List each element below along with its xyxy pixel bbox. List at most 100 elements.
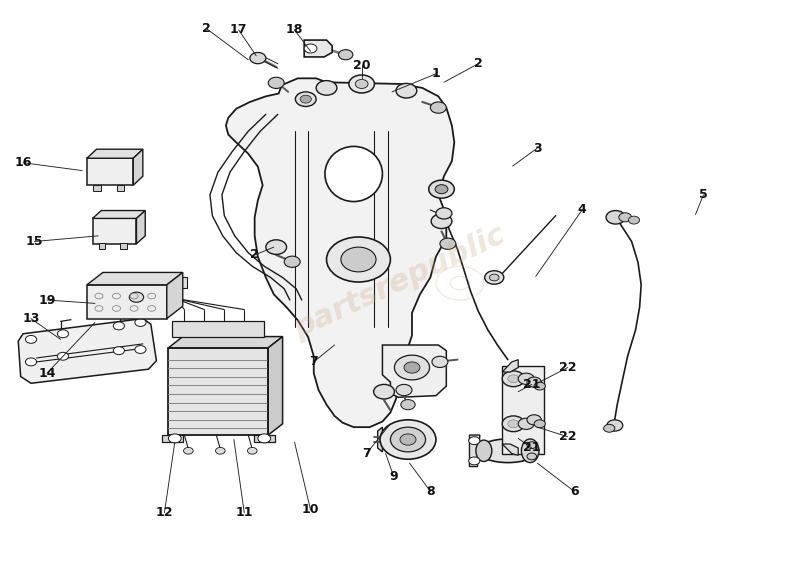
Polygon shape	[502, 444, 518, 455]
Circle shape	[534, 420, 546, 428]
Circle shape	[258, 434, 270, 443]
Circle shape	[502, 371, 525, 387]
Circle shape	[629, 216, 639, 224]
Circle shape	[250, 52, 266, 64]
Circle shape	[247, 447, 257, 454]
Text: 16: 16	[14, 156, 32, 169]
Polygon shape	[378, 427, 382, 452]
Text: 10: 10	[302, 503, 319, 517]
Circle shape	[268, 77, 284, 89]
Circle shape	[300, 95, 311, 103]
Polygon shape	[134, 149, 143, 185]
Circle shape	[606, 210, 626, 224]
Circle shape	[604, 424, 615, 432]
Polygon shape	[470, 435, 480, 466]
Circle shape	[169, 434, 181, 443]
Circle shape	[394, 355, 430, 380]
Text: 2: 2	[250, 249, 259, 262]
Polygon shape	[268, 337, 282, 435]
Bar	[87, 285, 167, 319]
Polygon shape	[18, 319, 157, 384]
Circle shape	[508, 375, 519, 383]
Bar	[121, 243, 127, 249]
Circle shape	[26, 358, 37, 366]
Ellipse shape	[478, 439, 538, 462]
Text: 13: 13	[22, 312, 40, 325]
Bar	[165, 277, 186, 288]
Polygon shape	[304, 40, 332, 57]
Circle shape	[135, 346, 146, 354]
Circle shape	[390, 427, 426, 452]
Circle shape	[518, 418, 534, 429]
Text: 19: 19	[38, 293, 56, 306]
Text: 2: 2	[202, 23, 211, 36]
Circle shape	[440, 238, 456, 249]
Text: 22: 22	[559, 361, 577, 374]
Circle shape	[508, 420, 519, 428]
Circle shape	[374, 385, 394, 399]
Text: 6: 6	[570, 485, 578, 498]
Text: partsrepublic: partsrepublic	[290, 220, 510, 344]
Text: 15: 15	[26, 235, 43, 248]
Text: 21: 21	[523, 378, 541, 391]
Polygon shape	[87, 149, 143, 158]
Bar	[87, 158, 134, 185]
Circle shape	[469, 457, 480, 465]
Bar	[99, 243, 106, 249]
Circle shape	[58, 330, 69, 338]
Ellipse shape	[522, 439, 539, 462]
Polygon shape	[137, 210, 146, 244]
Text: 21: 21	[523, 442, 541, 455]
Circle shape	[135, 319, 146, 327]
Circle shape	[355, 80, 368, 89]
Circle shape	[349, 75, 374, 93]
Circle shape	[284, 256, 300, 267]
Circle shape	[156, 276, 169, 285]
Text: 12: 12	[156, 506, 173, 519]
Circle shape	[26, 336, 37, 343]
Circle shape	[183, 447, 193, 454]
Circle shape	[130, 292, 144, 302]
Circle shape	[429, 180, 454, 198]
Circle shape	[502, 416, 525, 431]
Circle shape	[215, 447, 225, 454]
Circle shape	[316, 81, 337, 95]
Circle shape	[527, 377, 542, 387]
Text: 3: 3	[533, 142, 542, 155]
Circle shape	[341, 247, 376, 272]
Polygon shape	[93, 210, 146, 218]
Circle shape	[326, 237, 390, 282]
Bar	[93, 218, 137, 244]
Circle shape	[431, 214, 452, 228]
Polygon shape	[87, 272, 182, 285]
Text: 11: 11	[235, 506, 253, 519]
Circle shape	[518, 373, 534, 385]
Text: 7: 7	[362, 447, 371, 460]
Circle shape	[304, 44, 317, 53]
Ellipse shape	[325, 147, 382, 201]
Polygon shape	[167, 272, 182, 319]
Circle shape	[527, 453, 537, 460]
Circle shape	[295, 92, 316, 107]
Polygon shape	[254, 435, 274, 442]
Circle shape	[430, 102, 446, 113]
Text: 1: 1	[431, 67, 440, 80]
Circle shape	[396, 83, 417, 98]
Circle shape	[400, 434, 416, 445]
Text: 20: 20	[353, 59, 370, 72]
Bar	[172, 321, 264, 337]
Circle shape	[401, 399, 415, 409]
Circle shape	[396, 385, 412, 396]
Circle shape	[607, 420, 623, 431]
Circle shape	[380, 420, 436, 459]
Text: 18: 18	[286, 24, 303, 37]
Text: 17: 17	[230, 24, 247, 37]
Polygon shape	[502, 360, 518, 372]
Circle shape	[527, 415, 542, 425]
Text: 9: 9	[390, 470, 398, 483]
Polygon shape	[226, 78, 454, 427]
Circle shape	[469, 437, 480, 444]
Text: 8: 8	[426, 485, 434, 498]
Polygon shape	[162, 435, 182, 442]
Polygon shape	[169, 337, 282, 348]
